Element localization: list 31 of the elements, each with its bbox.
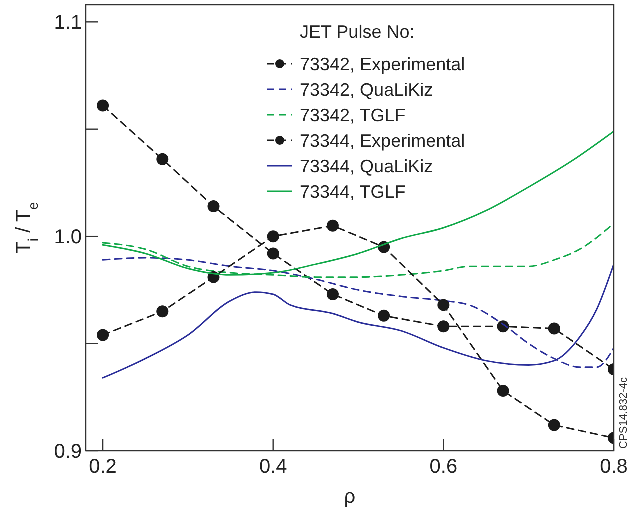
x-tick-label: 0.6 xyxy=(430,456,458,478)
y-tick-label: 0.9 xyxy=(54,441,82,463)
y-tick-label: 1.0 xyxy=(54,226,82,249)
legend-title: JET Pulse No: xyxy=(300,22,415,42)
y-tick-label: 1.1 xyxy=(54,12,82,34)
point xyxy=(378,310,390,322)
legend-label: 73344, TGLF xyxy=(300,182,406,202)
point xyxy=(97,100,110,112)
legend-label: 73342, Experimental xyxy=(300,54,466,74)
x-tick-label: 0.2 xyxy=(89,456,117,478)
point xyxy=(438,320,450,333)
point xyxy=(548,322,560,335)
point xyxy=(438,299,450,312)
legend-label: 73344, QuaLiKiz xyxy=(300,156,434,176)
point xyxy=(97,329,110,342)
x-axis-title: ρ xyxy=(344,486,356,508)
point xyxy=(156,153,169,166)
point xyxy=(156,306,169,318)
point xyxy=(267,230,280,243)
text: CPS14.832-4c xyxy=(618,376,630,449)
point xyxy=(267,248,280,260)
point xyxy=(326,220,339,232)
point xyxy=(497,384,510,397)
x-tick-label: 0.8 xyxy=(600,456,628,478)
point xyxy=(548,419,560,432)
legend-label: 73342, QuaLiKiz xyxy=(300,80,434,100)
legend-label: 73344, Experimental xyxy=(300,130,466,151)
point xyxy=(208,200,220,213)
point xyxy=(326,288,339,300)
x-tick-label: 0.4 xyxy=(259,456,288,478)
legend-label: 73342, TGLF xyxy=(300,105,406,126)
